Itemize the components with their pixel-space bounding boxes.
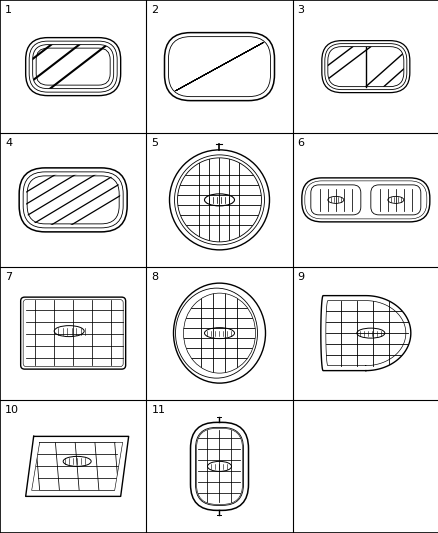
Ellipse shape xyxy=(356,328,384,338)
Text: 4: 4 xyxy=(5,138,12,148)
Text: 10: 10 xyxy=(5,405,19,415)
Text: 3: 3 xyxy=(297,5,304,15)
Text: 8: 8 xyxy=(151,271,158,281)
Ellipse shape xyxy=(204,194,234,206)
Text: 6: 6 xyxy=(297,138,304,148)
Ellipse shape xyxy=(63,456,91,466)
Text: 2: 2 xyxy=(151,5,158,15)
Ellipse shape xyxy=(207,462,231,471)
Text: 7: 7 xyxy=(5,271,12,281)
Ellipse shape xyxy=(387,196,403,204)
Text: 1: 1 xyxy=(5,5,12,15)
Ellipse shape xyxy=(54,326,84,337)
Ellipse shape xyxy=(204,328,234,338)
Ellipse shape xyxy=(327,196,343,204)
Text: 11: 11 xyxy=(151,405,165,415)
Text: 9: 9 xyxy=(297,271,304,281)
Text: 5: 5 xyxy=(151,138,158,148)
